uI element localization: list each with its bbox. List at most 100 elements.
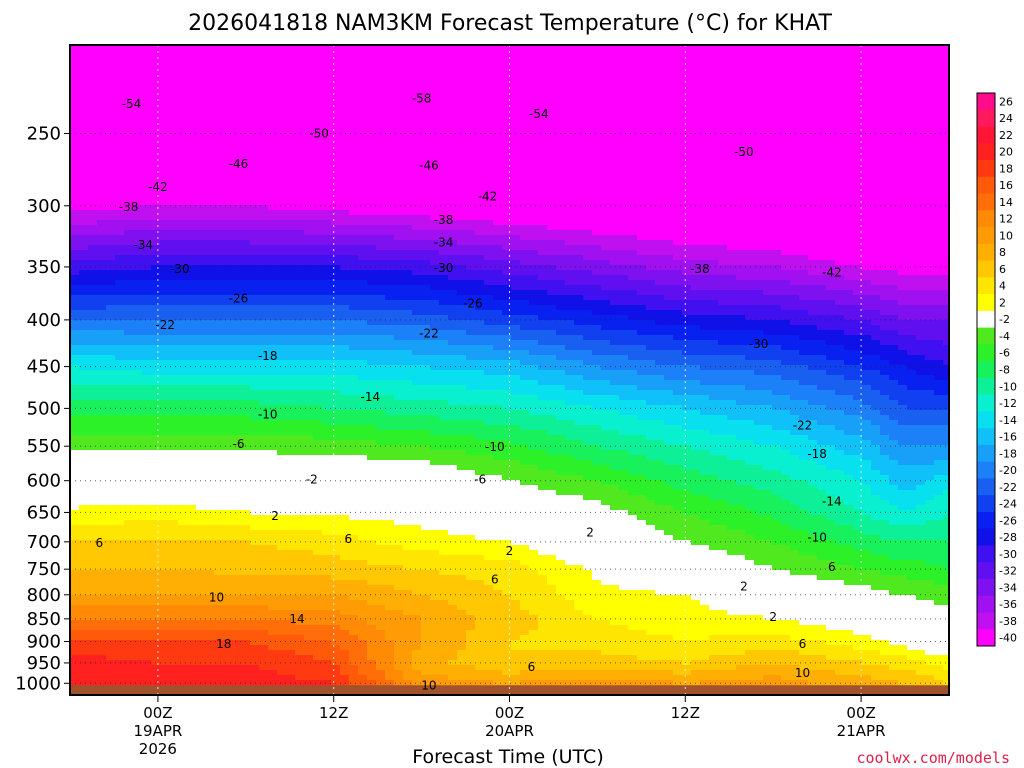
heat-cell: [187, 610, 197, 616]
heat-cell: [277, 395, 287, 401]
heat-cell: [133, 670, 143, 676]
heat-cell: [214, 335, 224, 341]
heat-cell: [340, 160, 350, 166]
heat-cell: [106, 455, 116, 461]
heat-cell: [295, 640, 305, 646]
heat-cell: [349, 235, 359, 241]
heat-cell: [79, 675, 89, 681]
heat-cell: [223, 555, 233, 561]
heat-cell: [196, 45, 206, 51]
heat-cell: [97, 480, 107, 486]
heat-cell: [178, 145, 188, 151]
heat-cell: [151, 160, 161, 166]
heat-cell: [268, 270, 278, 276]
heat-cell: [358, 480, 368, 486]
heat-cell: [70, 55, 80, 61]
heat-cell: [124, 335, 134, 341]
heat-cell: [358, 420, 368, 426]
heat-cell: [358, 210, 368, 216]
heat-cell: [268, 315, 278, 321]
heat-cell: [313, 65, 323, 71]
heat-cell: [313, 520, 323, 526]
heat-cell: [394, 265, 404, 271]
heat-cell: [403, 680, 413, 686]
heat-cell: [106, 620, 116, 626]
heat-cell: [232, 630, 242, 636]
heat-cell: [232, 100, 242, 106]
heat-cell: [268, 235, 278, 241]
heat-cell: [358, 160, 368, 166]
heat-cell: [385, 155, 395, 161]
heat-cell: [223, 520, 233, 526]
heat-cell: [385, 625, 395, 631]
heat-cell: [124, 300, 134, 306]
heat-cell: [277, 85, 287, 91]
heat-cell: [214, 110, 224, 116]
heat-cell: [394, 405, 404, 411]
heat-cell: [223, 335, 233, 341]
heat-cell: [349, 250, 359, 256]
heat-cell: [70, 375, 80, 381]
heat-cell: [205, 435, 215, 441]
heat-cell: [115, 455, 125, 461]
heat-cell: [178, 595, 188, 601]
heat-cell: [331, 120, 341, 126]
heat-cell: [277, 215, 287, 221]
heat-cell: [196, 235, 206, 241]
heat-cell: [151, 100, 161, 106]
heat-cell: [232, 445, 242, 451]
heat-cell: [385, 235, 395, 241]
heat-cell: [88, 425, 98, 431]
heat-cell: [106, 475, 116, 481]
heat-cell: [241, 330, 251, 336]
heat-cell: [313, 515, 323, 521]
heat-cell: [367, 90, 377, 96]
heat-cell: [340, 285, 350, 291]
heat-cell: [88, 70, 98, 76]
heat-cell: [340, 165, 350, 171]
heat-cell: [88, 355, 98, 361]
heat-cell: [403, 675, 413, 681]
heat-cell: [286, 65, 296, 71]
heat-cell: [313, 340, 323, 346]
heat-cell: [196, 345, 206, 351]
heat-cell: [259, 65, 269, 71]
heat-cell: [259, 565, 269, 571]
heat-cell: [259, 295, 269, 301]
heat-cell: [259, 485, 269, 491]
heat-cell: [340, 350, 350, 356]
heat-cell: [241, 425, 251, 431]
heat-cell: [214, 175, 224, 181]
heat-cell: [403, 195, 413, 201]
heat-cell: [97, 385, 107, 391]
heat-cell: [214, 275, 224, 281]
heat-cell: [385, 180, 395, 186]
heat-cell: [97, 265, 107, 271]
heat-cell: [196, 405, 206, 411]
heat-cell: [142, 130, 152, 136]
heat-cell: [250, 185, 260, 191]
heat-cell: [106, 65, 116, 71]
heat-cell: [322, 585, 332, 591]
heat-cell: [196, 455, 206, 461]
heat-cell: [97, 110, 107, 116]
heat-cell: [394, 455, 404, 461]
heat-cell: [295, 270, 305, 276]
heat-cell: [385, 510, 395, 516]
heat-cell: [259, 180, 269, 186]
heat-cell: [196, 220, 206, 226]
heat-cell: [358, 245, 368, 251]
heat-cell: [214, 480, 224, 486]
heat-cell: [178, 660, 188, 666]
heat-cell: [106, 100, 116, 106]
heat-cell: [286, 215, 296, 221]
heat-cell: [331, 530, 341, 536]
heat-cell: [394, 465, 404, 471]
heat-cell: [223, 420, 233, 426]
heat-cell: [133, 255, 143, 261]
heat-cell: [142, 650, 152, 656]
heat-cell: [304, 320, 314, 326]
heat-cell: [340, 505, 350, 511]
heat-cell: [322, 105, 332, 111]
heat-cell: [331, 490, 341, 496]
